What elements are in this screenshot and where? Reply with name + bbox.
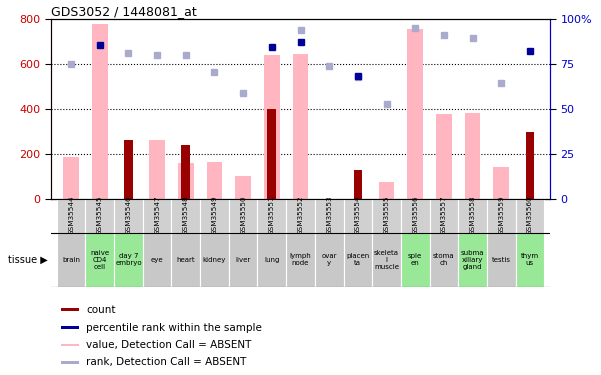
Text: rank, Detection Call = ABSENT: rank, Detection Call = ABSENT <box>86 357 246 367</box>
Bar <box>143 232 171 287</box>
Bar <box>171 232 200 287</box>
Text: thym
us: thym us <box>521 253 539 266</box>
Bar <box>430 232 458 287</box>
Text: skeleta
l
muscle: skeleta l muscle <box>374 250 399 270</box>
Bar <box>61 344 79 346</box>
Text: GDS3052 / 1448081_at: GDS3052 / 1448081_at <box>51 4 197 18</box>
Bar <box>315 199 344 232</box>
Text: sple
en: sple en <box>408 253 423 266</box>
Bar <box>229 199 257 232</box>
Bar <box>487 232 516 287</box>
Bar <box>430 199 458 232</box>
Text: kidney: kidney <box>203 256 226 262</box>
Text: GSM35553: GSM35553 <box>326 196 332 236</box>
Text: heart: heart <box>177 256 195 262</box>
Text: testis: testis <box>492 256 511 262</box>
Bar <box>124 140 133 199</box>
Bar <box>63 157 79 199</box>
Text: GSM35547: GSM35547 <box>154 196 160 236</box>
Text: percentile rank within the sample: percentile rank within the sample <box>86 323 262 333</box>
Bar <box>61 326 79 329</box>
Text: GSM35548: GSM35548 <box>183 196 189 236</box>
Bar <box>57 232 85 287</box>
Text: GSM35550: GSM35550 <box>240 196 246 236</box>
Bar <box>436 114 452 199</box>
Text: GSM35555: GSM35555 <box>383 196 389 236</box>
Bar <box>458 199 487 232</box>
Text: brain: brain <box>62 256 80 262</box>
Bar <box>372 232 401 287</box>
Text: GSM35552: GSM35552 <box>297 196 304 236</box>
Bar <box>525 132 534 199</box>
Bar <box>257 232 286 287</box>
Text: subma
xillary
gland: subma xillary gland <box>461 250 484 270</box>
Bar <box>267 109 276 199</box>
Text: GSM35545: GSM35545 <box>97 196 103 236</box>
Bar <box>61 361 79 364</box>
Bar <box>286 199 315 232</box>
Text: GSM35551: GSM35551 <box>269 196 275 236</box>
Text: GSM35549: GSM35549 <box>212 196 218 236</box>
Bar <box>57 199 85 232</box>
Bar <box>407 29 423 199</box>
Bar <box>493 167 509 199</box>
Bar <box>516 199 544 232</box>
Bar <box>200 232 229 287</box>
Bar <box>178 163 194 199</box>
Text: day 7
embryo: day 7 embryo <box>115 253 142 266</box>
Text: eye: eye <box>151 256 163 262</box>
Bar <box>401 199 430 232</box>
Bar <box>401 232 430 287</box>
Text: GSM35554: GSM35554 <box>355 196 361 236</box>
Bar <box>257 199 286 232</box>
Bar <box>379 182 394 199</box>
Text: count: count <box>86 305 115 315</box>
Bar <box>293 54 308 199</box>
Bar <box>92 24 108 199</box>
Text: GSM35556: GSM35556 <box>412 196 418 236</box>
Bar <box>200 199 229 232</box>
Bar <box>487 199 516 232</box>
Text: GSM35557: GSM35557 <box>441 196 447 236</box>
Bar <box>171 199 200 232</box>
Text: ovar
y: ovar y <box>322 253 337 266</box>
Bar <box>85 232 114 287</box>
Bar <box>458 232 487 287</box>
Text: GSM35558: GSM35558 <box>469 196 475 236</box>
Text: stoma
ch: stoma ch <box>433 253 454 266</box>
Text: GSM35559: GSM35559 <box>498 196 504 236</box>
Text: tissue ▶: tissue ▶ <box>8 255 48 265</box>
Bar <box>516 232 544 287</box>
Bar <box>143 199 171 232</box>
Bar <box>149 140 165 199</box>
Bar <box>114 199 143 232</box>
Bar <box>372 199 401 232</box>
Text: lung: lung <box>264 256 279 262</box>
Bar <box>465 113 480 199</box>
Text: placen
ta: placen ta <box>346 253 370 266</box>
Bar <box>114 232 143 287</box>
Bar <box>85 199 114 232</box>
Bar <box>182 145 190 199</box>
Text: value, Detection Call = ABSENT: value, Detection Call = ABSENT <box>86 340 251 350</box>
Text: lymph
node: lymph node <box>290 253 311 266</box>
Bar <box>344 199 372 232</box>
Text: GSM35546: GSM35546 <box>126 196 132 236</box>
Text: naive
CD4
cell: naive CD4 cell <box>90 250 109 270</box>
Bar <box>235 176 251 199</box>
Bar <box>229 232 257 287</box>
Text: liver: liver <box>236 256 251 262</box>
Text: GSM35560: GSM35560 <box>527 196 533 236</box>
Bar <box>315 232 344 287</box>
Bar <box>286 232 315 287</box>
Bar <box>207 162 222 199</box>
Text: GSM35544: GSM35544 <box>68 196 74 236</box>
Bar <box>61 308 79 311</box>
Bar <box>264 55 279 199</box>
Bar <box>344 232 372 287</box>
Bar <box>353 170 362 199</box>
